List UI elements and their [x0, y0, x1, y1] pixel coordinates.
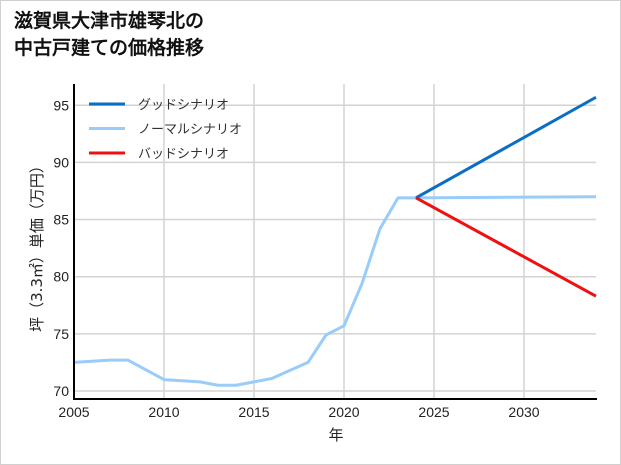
y-tick-label: 75 [53, 326, 69, 342]
axes [73, 84, 597, 400]
chart-title: 滋賀県大津市雄琴北の 中古戸建ての価格推移 [14, 8, 204, 62]
y-tick-label: 90 [53, 154, 69, 170]
y-tick-label: 70 [53, 383, 69, 399]
x-tick-label: 2020 [328, 404, 359, 420]
x-tick-label: 2010 [148, 404, 179, 420]
x-tick-label: 2025 [418, 404, 449, 420]
chart-title-line-2: 中古戸建ての価格推移 [14, 37, 205, 59]
data-series [73, 95, 597, 387]
series-line [415, 95, 597, 200]
y-axis-label: 坪（3.3㎡）単価（万円） [28, 158, 46, 332]
x-axis-label: 年 [328, 426, 343, 444]
x-tick-label: 2030 [508, 404, 539, 420]
chart-title-line-1: 滋賀県大津市雄琴北の [14, 10, 205, 32]
y-tick-label: 80 [53, 269, 69, 285]
x-tick-label: 2015 [238, 404, 269, 420]
series-line [73, 195, 597, 387]
series-line [415, 196, 597, 298]
x-tick-label: 2005 [58, 404, 89, 420]
legend-label: グッドシナリオ [138, 98, 229, 113]
legend-label: ノーマルシナリオ [138, 123, 242, 138]
y-tick-labels: 70 75 80 85 90 95 [53, 97, 69, 399]
grid-lines [74, 84, 596, 399]
x-tick-labels: 2005 2010 2015 2020 2025 2030 [58, 404, 539, 420]
y-tick-label: 95 [53, 97, 69, 113]
y-tick-label: 85 [53, 212, 69, 228]
legend-label: バッドシナリオ [138, 147, 229, 162]
